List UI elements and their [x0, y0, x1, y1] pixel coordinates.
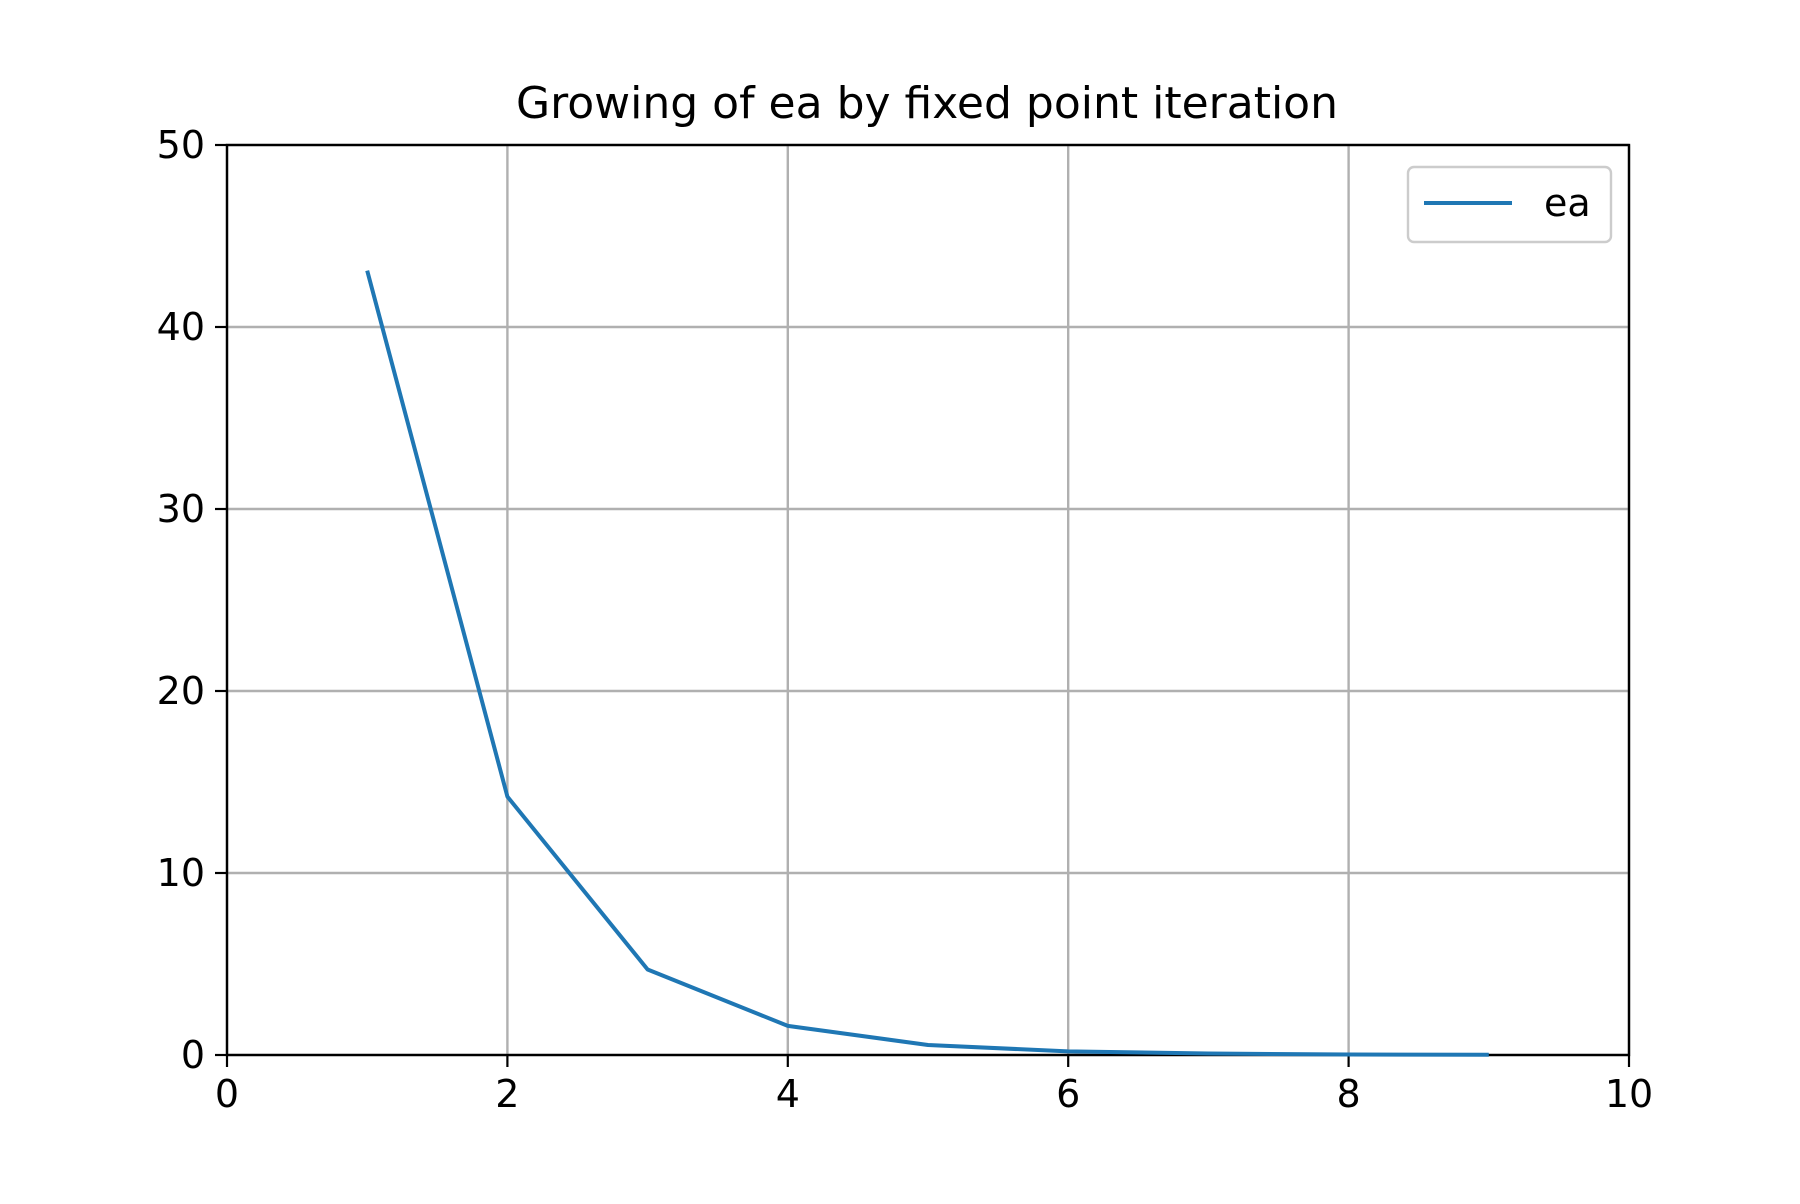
- legend-label-ea: ea: [1544, 181, 1591, 225]
- y-tick-label-4: 40: [157, 305, 205, 349]
- grid: [225, 143, 1631, 1057]
- y-tick-label-2: 20: [157, 669, 205, 713]
- y-tick-label-5: 50: [157, 123, 205, 167]
- x-tick-label-2: 4: [776, 1072, 800, 1116]
- x-tick-label-5: 10: [1605, 1072, 1653, 1116]
- axes: 0 2 4 6 8 10 0 10 20 30 40 50: [157, 123, 1654, 1116]
- x-tick-label-4: 8: [1337, 1072, 1361, 1116]
- y-tick-label-3: 30: [157, 487, 205, 531]
- plot-frame: [225, 143, 1631, 1057]
- series-layer: [365, 270, 1489, 1057]
- x-tick-label-0: 0: [215, 1072, 239, 1116]
- legend: ea: [1406, 165, 1613, 244]
- y-tick-label-0: 0: [181, 1033, 205, 1077]
- chart-title: Growing of ea by fixed point iteration: [516, 78, 1338, 129]
- x-tick-label-3: 6: [1056, 1072, 1080, 1116]
- y-tick-label-1: 10: [157, 851, 205, 895]
- series-line-ea: [365, 270, 1489, 1057]
- x-tick-label-1: 2: [495, 1072, 519, 1116]
